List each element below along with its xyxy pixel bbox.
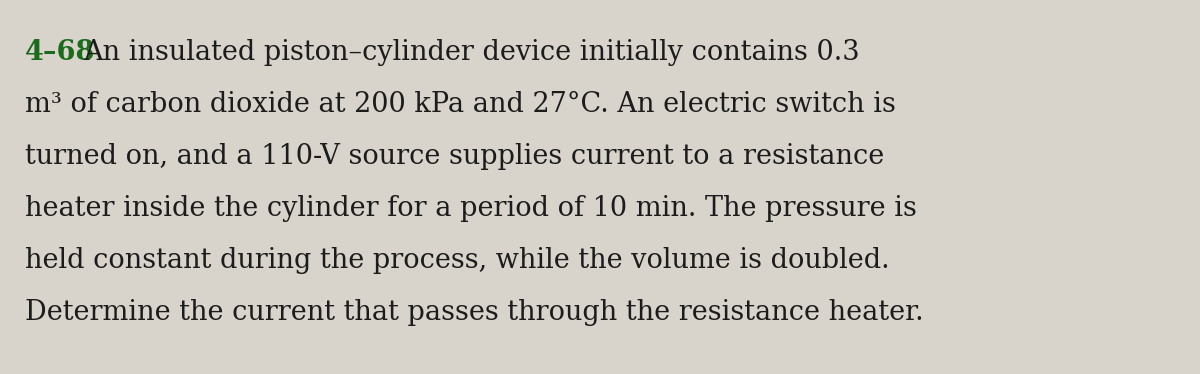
- Text: m³ of carbon dioxide at 200 kPa and 27°C. An electric switch is: m³ of carbon dioxide at 200 kPa and 27°C…: [25, 91, 896, 118]
- Text: held constant during the process, while the volume is doubled.: held constant during the process, while …: [25, 247, 889, 274]
- Text: turned on, and a 110-V source supplies current to a resistance: turned on, and a 110-V source supplies c…: [25, 143, 884, 170]
- Text: heater inside the cylinder for a period of 10 min. The pressure is: heater inside the cylinder for a period …: [25, 195, 917, 222]
- Text: 4–68: 4–68: [25, 39, 95, 66]
- Text: Determine the current that passes through the resistance heater.: Determine the current that passes throug…: [25, 299, 924, 326]
- Text: An insulated piston–cylinder device initially contains 0.3: An insulated piston–cylinder device init…: [83, 39, 859, 66]
